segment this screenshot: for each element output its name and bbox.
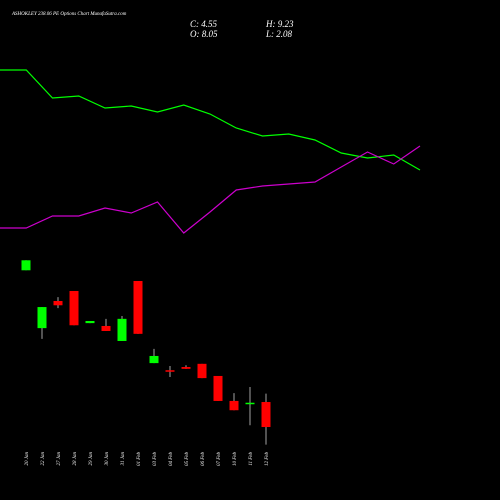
x-tick-label: 04 Feb (169, 452, 174, 467)
x-tick-label: 27 Jan (57, 452, 62, 466)
candle-body (181, 367, 191, 369)
x-tick-label: 30 Jan (105, 452, 110, 466)
candle-body (117, 318, 127, 341)
x-tick-label: 22 Jan (41, 452, 46, 466)
candle-body (101, 325, 111, 331)
candle-body (53, 300, 63, 306)
high-text: H: 9.23 (265, 19, 294, 29)
candle-body (149, 355, 159, 364)
x-tick-label: 28 Jan (73, 452, 78, 466)
x-tick-label: 10 Feb (233, 452, 238, 467)
x-tick-label: 31 Jan (121, 452, 126, 466)
x-tick-label: 12 Feb (265, 452, 270, 467)
x-tick-label: 01 Feb (137, 452, 142, 467)
candle-body (165, 370, 175, 372)
close-text: C: 4.55 (190, 19, 218, 29)
candle-body (133, 281, 143, 334)
candle-body (229, 400, 239, 411)
candle-body (37, 307, 47, 329)
x-tick-label: 11 Feb (249, 452, 254, 466)
candle-body (261, 402, 271, 428)
x-tick-label: 03 Feb (153, 452, 158, 467)
candle-body (213, 375, 223, 401)
x-tick-label: 06 Feb (201, 452, 206, 467)
indicator-line (0, 69, 421, 171)
chart-title: ASHOKLEY 238.06 PE Options Chart MunafaS… (11, 12, 127, 17)
candle-body (197, 363, 207, 379)
x-tick-label: 07 Feb (217, 452, 222, 467)
x-tick-label: 29 Jan (89, 452, 94, 466)
x-tick-label: 05 Feb (185, 452, 190, 467)
indicator-line (0, 145, 421, 234)
candle-body (245, 402, 255, 405)
low-text: L: 2.08 (265, 29, 293, 39)
x-tick-label: 20 Jan (25, 452, 30, 466)
candle-body (21, 260, 31, 271)
open-text: O: 8.05 (190, 29, 218, 39)
candle-body (69, 290, 79, 326)
candle-body (85, 320, 95, 324)
